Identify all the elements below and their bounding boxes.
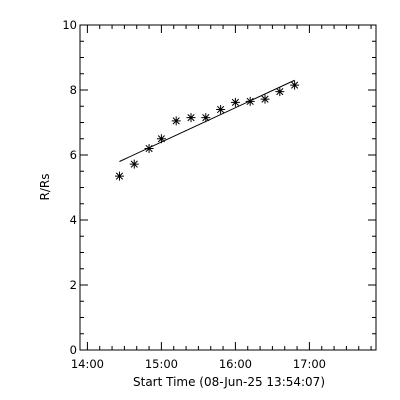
data-point — [230, 97, 240, 107]
axis-ticks — [80, 24, 376, 351]
data-point — [201, 113, 211, 123]
y-tick-label: 0 — [70, 343, 77, 357]
data-point — [114, 171, 124, 181]
data-points — [114, 80, 300, 181]
x-tick-labels: 14:00 15:00 16:00 17:00 — [71, 357, 326, 371]
data-point — [216, 105, 226, 114]
y-tick-label: 10 — [62, 18, 77, 32]
x-axis-title: Start Time (08-Jun-25 13:54:07) — [133, 375, 325, 389]
y-tick-label: 4 — [70, 213, 77, 227]
data-point — [275, 87, 285, 97]
data-point — [260, 94, 270, 104]
data-point — [186, 113, 196, 123]
plot-frame — [79, 24, 377, 351]
y-tick-label: 6 — [70, 148, 77, 162]
x-tick-label: 17:00 — [293, 357, 326, 371]
x-tick-label: 14:00 — [71, 357, 104, 371]
fit-line — [119, 79, 295, 162]
x-tick-label: 16:00 — [219, 357, 252, 371]
fit-line-group — [119, 79, 295, 162]
data-point — [171, 116, 181, 126]
data-point — [129, 159, 139, 169]
data-point — [290, 80, 300, 90]
data-point — [245, 96, 255, 106]
y-tick-labels: 0 2 4 6 8 10 — [62, 18, 77, 357]
data-point — [156, 134, 166, 144]
y-tick-label: 8 — [70, 83, 77, 97]
y-axis-title: R/Rs — [38, 174, 52, 201]
data-point — [144, 144, 154, 153]
x-tick-label: 15:00 — [145, 357, 178, 371]
y-tick-label: 2 — [70, 278, 77, 292]
